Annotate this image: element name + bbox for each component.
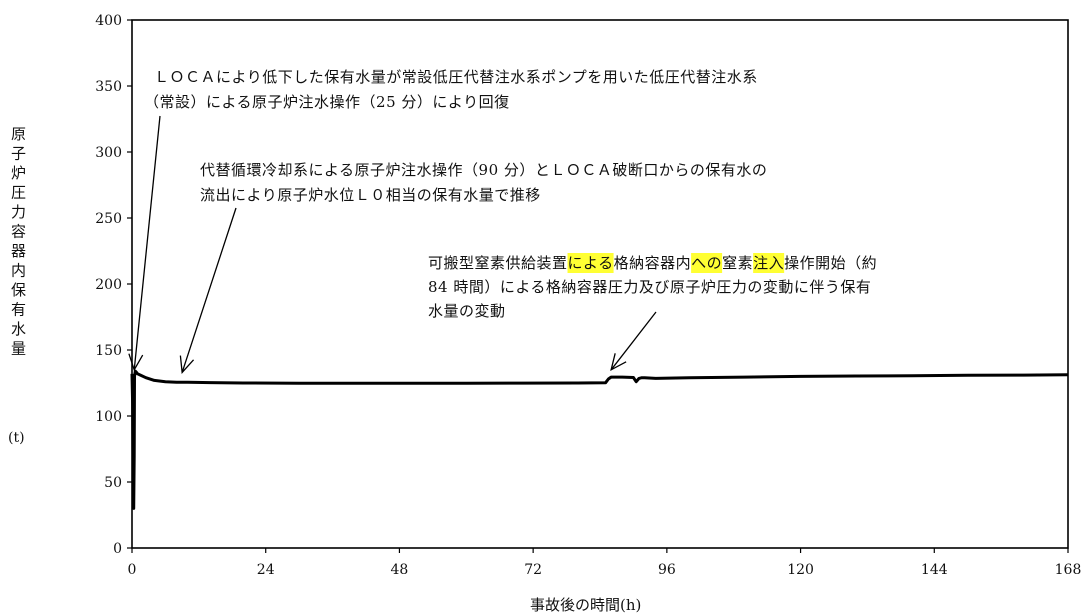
annotation-1-line-1: ＬＯＣＡにより低下した保有水量が常設低圧代替注水系ポンプを用いた低圧代替注水系 [154, 68, 758, 86]
y-tick-label: 300 [95, 145, 122, 161]
annotation-3-line-3: 水量の変動 [428, 302, 506, 320]
y-axis-ticks: 0 50 100 150 200 250 300 350 400 [95, 13, 132, 557]
annotation-2-arrow-line [181, 207, 237, 373]
annotation-text: 可搬型窒素供給装置 [428, 254, 568, 272]
x-tick-label: 72 [524, 562, 542, 578]
highlighted-text: による [568, 254, 614, 272]
x-tick-label: 144 [921, 562, 948, 578]
annotation-3-highlights [567, 253, 785, 273]
y-tick-label: 50 [104, 475, 122, 491]
annotation-3-line-2: 84 時間）による格納容器圧力及び原子炉圧力の変動に伴う保有 [428, 278, 871, 296]
y-tick-label: 350 [95, 79, 122, 95]
annotation-3: 可搬型窒素供給装置による格納容器内への窒素注入操作開始（約 84 時間）による格… [428, 253, 877, 320]
annotation-1-line-2: （常設）による原子炉注水操作（25 分）により回復 [144, 93, 510, 111]
highlight-marker [567, 253, 614, 273]
highlighted-text: 注入 [753, 254, 784, 272]
annotation-2-line-2: 流出により原子炉水位Ｌ０相当の保有水量で推移 [200, 186, 541, 204]
annotation-2-arrow-head [179, 355, 195, 374]
y-axis-label: 原子炉圧力容器内保有水量 [9, 126, 27, 360]
highlighted-text: への [691, 254, 722, 272]
y-tick-label: 150 [95, 343, 122, 359]
annotation-text: 格納容器内 [614, 254, 692, 272]
annotation-1: ＬＯＣＡにより低下した保有水量が常設低圧代替注水系ポンプを用いた低圧代替注水系 … [144, 68, 758, 111]
annotation-text: 操作開始（約 [784, 254, 877, 272]
x-tick-label: 120 [787, 562, 814, 578]
annotation-3-line-1: 可搬型窒素供給装置による格納容器内への窒素注入操作開始（約 [428, 254, 877, 272]
annotation-1-arrow-head [128, 353, 144, 372]
x-axis-label: 事故後の時間(h) [530, 596, 642, 614]
annotation-3-arrow-head [610, 353, 627, 372]
y-tick-label: 400 [95, 13, 122, 29]
annotation-arrows [128, 115, 657, 374]
series-line [130, 369, 1069, 510]
x-tick-label: 96 [658, 562, 676, 578]
annotation-2: 代替循環冷却系による原子炉注水操作（90 分）とＬＯＣＡ破断口からの保有水の 流… [200, 161, 767, 204]
y-tick-label: 100 [95, 409, 122, 425]
highlight-marker [691, 253, 723, 273]
annotation-3-arrow-line [610, 311, 657, 371]
annotation-text: 窒素 [722, 254, 753, 272]
x-tick-label: 168 [1055, 562, 1082, 578]
x-tick-label: 24 [257, 562, 275, 578]
x-tick-label: 48 [391, 562, 409, 578]
y-tick-label: 200 [95, 277, 122, 293]
x-axis-ticks: 0 24 48 72 96 120 144 168 [128, 548, 1082, 578]
annotation-2-line-1: 代替循環冷却系による原子炉注水操作（90 分）とＬＯＣＡ破断口からの保有水の [200, 161, 767, 179]
y-tick-label: 250 [95, 211, 122, 227]
y-tick-label: 0 [113, 541, 122, 557]
x-tick-label: 0 [128, 562, 137, 578]
highlight-marker [753, 253, 785, 273]
y-axis-unit: (t) [8, 430, 25, 446]
annotation-1-arrow-line [133, 115, 161, 370]
